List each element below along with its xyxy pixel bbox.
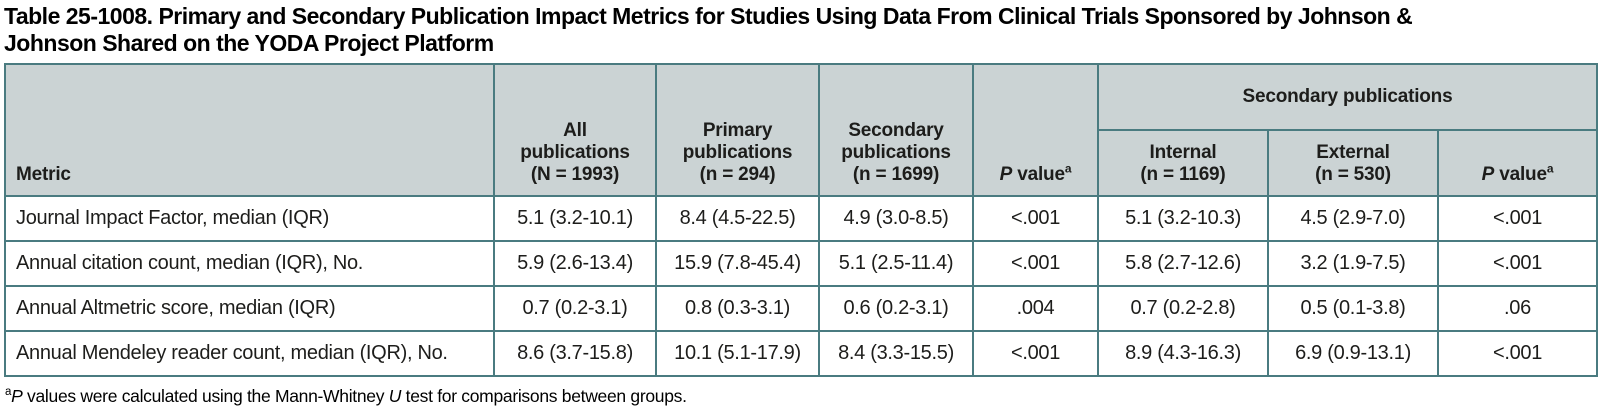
all-publications-cell: 5.9 (2.6-13.4) (493, 240, 657, 287)
table-row: Annual Mendeley reader count, median (IQ… (4, 330, 1598, 377)
table-title: Table 25-1008. Primary and Secondary Pub… (4, 3, 1600, 57)
header-line: Secondary (848, 120, 944, 141)
internal-cell: 5.1 (3.2-10.3) (1097, 195, 1269, 242)
internal-cell: 5.8 (2.7-12.6) (1097, 240, 1269, 287)
column-header-p-value-2: P valuea (1437, 129, 1598, 197)
primary-publications-cell: 10.1 (5.1-17.9) (655, 330, 820, 377)
p-italic: P (11, 386, 23, 406)
p-value-cell: <.001 (1437, 195, 1598, 242)
table-footnote: aP values were calculated using the Mann… (5, 386, 1600, 407)
column-header-p-value-1: P valuea (972, 63, 1099, 197)
p-value-cell: <.001 (972, 330, 1099, 377)
header-line: Primary (702, 120, 773, 141)
header-line: (n = 1699) (852, 164, 940, 185)
internal-cell: 8.9 (4.3-16.3) (1097, 330, 1269, 377)
p-value-cell: <.001 (1437, 330, 1598, 377)
external-cell: 6.9 (0.9-13.1) (1267, 330, 1439, 377)
p-value-cell: <.001 (972, 195, 1099, 242)
p-value-cell: <.001 (972, 240, 1099, 287)
secondary-publications-cell: 4.9 (3.0-8.5) (818, 195, 974, 242)
footnote-text: values were calculated using the Mann-Wh… (22, 386, 389, 406)
p-value-label: value (1494, 164, 1547, 185)
metric-cell: Journal Impact Factor, median (IQR) (4, 195, 495, 242)
external-cell: 3.2 (1.9-7.5) (1267, 240, 1439, 287)
external-cell: 0.5 (0.1-3.8) (1267, 285, 1439, 332)
column-header-secondary-publications: Secondary publications (n = 1699) (818, 63, 974, 197)
footnote-marker: a (5, 386, 12, 399)
header-line: External (1316, 142, 1390, 163)
metric-cell: Annual citation count, median (IQR), No. (4, 240, 495, 287)
all-publications-cell: 0.7 (0.2-3.1) (493, 285, 657, 332)
secondary-publications-cell: 8.4 (3.3-15.5) (818, 330, 974, 377)
header-line: publications (682, 142, 793, 163)
header-line: All (563, 120, 587, 141)
column-group-secondary-publications: Secondary publications (1097, 63, 1598, 131)
footnote-text: test for comparisons between groups. (401, 386, 687, 406)
primary-publications-cell: 0.8 (0.3-3.1) (655, 285, 820, 332)
table-title-line2: Johnson Shared on the YODA Project Platf… (4, 30, 494, 56)
p-italic: P (999, 164, 1013, 185)
primary-publications-cell: 15.9 (7.8-45.4) (655, 240, 820, 287)
secondary-publications-cell: 0.6 (0.2-3.1) (818, 285, 974, 332)
u-italic: U (388, 386, 402, 406)
p-value-cell: .06 (1437, 285, 1598, 332)
external-cell: 4.5 (2.9-7.0) (1267, 195, 1439, 242)
column-header-all-publications: All publications (N = 1993) (493, 63, 657, 197)
table-row: Annual citation count, median (IQR), No.… (4, 240, 1598, 287)
table-row: Journal Impact Factor, median (IQR) 5.1 … (4, 195, 1598, 242)
secondary-publications-cell: 5.1 (2.5-11.4) (818, 240, 974, 287)
header-line: Internal (1149, 142, 1217, 163)
table-row: Annual Altmetric score, median (IQR) 0.7… (4, 285, 1598, 332)
header-line: publications (841, 142, 951, 163)
metric-cell: Annual Mendeley reader count, median (IQ… (4, 330, 495, 377)
p-value-cell: <.001 (1437, 240, 1598, 287)
header-line: (N = 1993) (530, 164, 620, 185)
primary-publications-cell: 8.4 (4.5-22.5) (655, 195, 820, 242)
column-header-external: External (n = 530) (1267, 129, 1439, 197)
header-line: (n = 1169) (1140, 164, 1226, 185)
column-header-metric: Metric (4, 63, 495, 197)
column-header-primary-publications: Primary publications (n = 294) (655, 63, 820, 197)
metric-cell: Annual Altmetric score, median (IQR) (4, 285, 495, 332)
internal-cell: 0.7 (0.2-2.8) (1097, 285, 1269, 332)
impact-metrics-table: Metric All publications (N = 1993) Prima… (4, 63, 1598, 377)
table-title-line1: Table 25-1008. Primary and Secondary Pub… (4, 3, 1413, 29)
all-publications-cell: 8.6 (3.7-15.8) (493, 330, 657, 377)
header-line: (n = 294) (699, 164, 776, 185)
footnote-marker: a (1064, 161, 1072, 176)
header-line: (n = 530) (1315, 164, 1391, 185)
header-line: publications (520, 142, 630, 163)
all-publications-cell: 5.1 (3.2-10.1) (493, 195, 657, 242)
p-value-label: value (1012, 164, 1065, 185)
p-value-cell: .004 (972, 285, 1099, 332)
column-header-internal: Internal (n = 1169) (1097, 129, 1269, 197)
footnote-marker: a (1546, 161, 1554, 176)
p-italic: P (1481, 164, 1495, 185)
